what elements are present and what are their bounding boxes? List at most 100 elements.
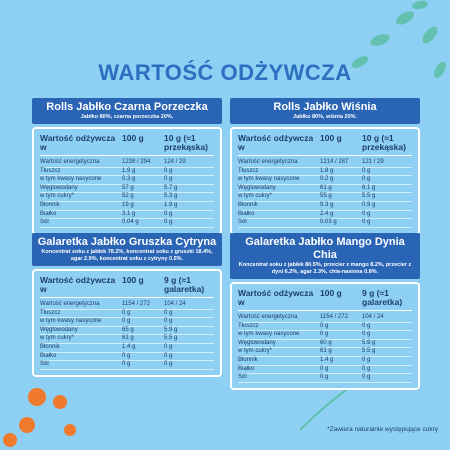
table-cell: w tym cukry* xyxy=(238,348,273,355)
panel-subtitle: Jabłko 80%, wiśnia 20%. xyxy=(293,114,357,120)
table-cell: 5.7 g xyxy=(164,184,178,191)
table-row: w tym cukry* 61 g 5.5 g xyxy=(238,348,412,357)
table-cell: 1214 / 287 xyxy=(320,159,349,165)
table-cell: w tym cukry* xyxy=(40,335,75,342)
table-cell: Tłuszcz xyxy=(238,167,259,174)
table-cell: 61 g xyxy=(320,348,332,355)
table-cell: Sól xyxy=(40,361,49,368)
panel-title: Rolls Jabłko Czarna Porzeczka xyxy=(46,101,208,113)
column-header: 9 g (≈1 galaretka) xyxy=(164,275,205,294)
nutrition-panel: Rolls Jabłko Wiśnia Jabłko 80%, wiśnia 20… xyxy=(230,98,420,235)
table-cell: 0 g xyxy=(164,309,173,316)
table-cell: 0 g xyxy=(164,210,173,217)
nutrition-table: Wartość odżywcza w 100 g 9 g (≈1 galaretka… xyxy=(230,282,420,390)
table-cell: Białko xyxy=(40,210,57,217)
table-cell: 0 g xyxy=(362,322,371,329)
table-cell: 0 g xyxy=(164,343,173,350)
table-cell: 104 / 24 xyxy=(362,314,384,320)
nutrition-panel: Galaretka Jabłko Mango Dynia Chia Koncent… xyxy=(230,233,420,390)
table-cell: Węglowodany xyxy=(40,326,78,333)
table-cell: Białko xyxy=(238,365,255,372)
table-cell: 6.1 g xyxy=(362,184,376,191)
table-row: Tłuszcz 0 g 0 g xyxy=(238,323,412,332)
column-header: Wartość odżywcza w xyxy=(238,133,314,152)
table-cell: 1.4 g xyxy=(122,343,136,350)
table-cell: 0 g xyxy=(122,318,131,325)
table-cell: 9.3 g xyxy=(320,201,334,208)
table-header: Wartość odżywcza w 100 g 10 g (≈1 przekąsk… xyxy=(238,134,412,156)
table-cell: w tym cukry* xyxy=(238,193,273,200)
table-cell: Błonnik xyxy=(238,201,258,208)
table-cell: 1.8 g xyxy=(320,167,334,174)
table-row: Tłuszcz 1.9 g 0 g xyxy=(40,168,214,177)
table-row: Węglowodany 65 g 5.9 g xyxy=(40,327,214,336)
table-cell: 0.03 g xyxy=(320,219,337,226)
table-cell: 1.4 g xyxy=(320,356,334,363)
table-cell: 0 g xyxy=(362,176,371,183)
table-cell: 1154 / 272 xyxy=(122,301,150,307)
table-row: w tym kwasy nasycone 0 g 0 g xyxy=(238,331,412,340)
table-row: Węglowodany 61 g 6.1 g xyxy=(238,185,412,194)
table-header: Wartość odżywcza w 100 g 9 g (≈1 galaretka… xyxy=(238,289,412,311)
nutrition-table: Wartość odżywcza w 100 g 9 g (≈1 galaretka… xyxy=(32,269,222,377)
table-row: Sól 0 g 0 g xyxy=(40,361,214,370)
table-row: w tym cukry* 55 g 5.5 g xyxy=(238,193,412,202)
table-cell: Błonnik xyxy=(40,343,60,350)
table-cell: Sól xyxy=(238,219,247,226)
table-cell: 0 g xyxy=(164,176,173,183)
column-header: Wartość odżywcza w xyxy=(40,133,116,152)
panel-header: Galaretka Jabłko Mango Dynia Chia Koncent… xyxy=(230,233,420,279)
panel-header: Rolls Jabłko Czarna Porzeczka Jabłko 80%,… xyxy=(32,98,222,124)
column-header: Wartość odżywcza w xyxy=(40,275,116,294)
table-row: w tym cukry* 52 g 5.3 g xyxy=(40,193,214,202)
table-cell: Wartość energetyczna xyxy=(238,314,298,320)
panel-subtitle: Koncentrat soku z jabłek 80.5%, przecier… xyxy=(238,262,412,275)
table-cell: Błonnik xyxy=(40,201,60,208)
table-cell: 0.2 g xyxy=(320,176,334,183)
table-cell: 0 g xyxy=(320,374,329,381)
table-row: Węglowodany 60 g 5.9 g xyxy=(238,340,412,349)
table-cell: 0 g xyxy=(164,219,173,226)
table-header: Wartość odżywcza w 100 g 9 g (≈1 galaretka… xyxy=(40,276,214,298)
table-header: Wartość odżywcza w 100 g 10 g (≈1 przekąsk… xyxy=(40,134,214,156)
table-row: Białko 0 g 0 g xyxy=(40,353,214,362)
table-cell: 61 g xyxy=(122,335,134,342)
panel-header: Galaretka Jabłko Gruszka Cytryna Koncentr… xyxy=(32,233,222,266)
table-cell: Białko xyxy=(238,210,255,217)
nutrition-panel: Rolls Jabłko Czarna Porzeczka Jabłko 80%,… xyxy=(32,98,222,235)
column-header: 100 g xyxy=(122,133,144,143)
table-cell: 0 g xyxy=(362,219,371,226)
table-cell: Sól xyxy=(40,219,49,226)
table-cell: 5.5 g xyxy=(362,193,376,200)
nutrition-table: Wartość odżywcza w 100 g 10 g (≈1 przekąsk… xyxy=(32,127,222,235)
table-cell: Węglowodany xyxy=(40,184,78,191)
table-cell: 0 g xyxy=(362,167,371,174)
table-cell: 55 g xyxy=(320,193,332,200)
table-row: Białko 2.4 g 0 g xyxy=(238,211,412,220)
panel-title: Galaretka Jabłko Gruszka Cytryna xyxy=(37,236,217,248)
table-cell: 0.3 g xyxy=(122,176,136,183)
column-header: 100 g xyxy=(320,288,342,298)
table-cell: Białko xyxy=(40,352,57,359)
title: WARTOŚĆ ODŻYWCZA xyxy=(98,60,352,85)
table-cell: 5.5 g xyxy=(164,335,178,342)
table-row: w tym kwasy nasycone 0.3 g 0 g xyxy=(40,176,214,185)
table-row: Wartość energetyczna 1154 / 272 104 / 24 xyxy=(238,314,412,323)
table-cell: 0 g xyxy=(164,318,173,325)
table-cell: Wartość energetyczna xyxy=(40,159,100,165)
table-row: Białko 3.1 g 0 g xyxy=(40,211,214,220)
table-cell: 0 g xyxy=(164,352,173,359)
table-cell: 0 g xyxy=(164,361,173,368)
panel-header: Rolls Jabłko Wiśnia Jabłko 80%, wiśnia 20… xyxy=(230,98,420,124)
table-cell: Tłuszcz xyxy=(40,167,61,174)
column-header: 100 g xyxy=(122,275,144,285)
table-row: w tym kwasy nasycone 0.2 g 0 g xyxy=(238,176,412,185)
table-cell: 5.9 g xyxy=(362,339,376,346)
table-cell: Wartość energetyczna xyxy=(40,301,100,307)
panel-subtitle: Jabłko 80%, czarna porzeczka 20%. xyxy=(80,114,174,120)
table-row: Sól 0.04 g 0 g xyxy=(40,219,214,228)
table-cell: 5.9 g xyxy=(164,326,178,333)
table-cell: 52 g xyxy=(122,193,134,200)
